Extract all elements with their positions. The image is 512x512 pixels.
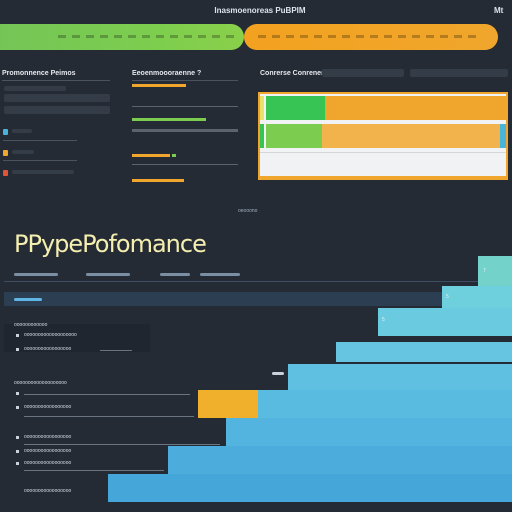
comparison-table	[258, 92, 508, 180]
progress-row	[172, 154, 176, 157]
legend-chip	[12, 129, 32, 133]
row-label[interactable]: ooooooooooooooooo	[24, 448, 72, 454]
square-orange-icon	[3, 150, 8, 156]
stair-step-orange[interactable]	[198, 390, 258, 418]
green-progress-bar[interactable]	[0, 24, 244, 50]
table-cell-green[interactable]	[266, 96, 325, 120]
mini-field[interactable]	[4, 94, 110, 102]
table-cell-orange[interactable]	[322, 124, 500, 148]
divider	[132, 164, 238, 165]
row-marker	[16, 334, 19, 337]
table-divider	[260, 152, 506, 153]
table-marker	[260, 96, 264, 120]
step-label: 5	[446, 294, 449, 300]
dash	[160, 273, 190, 276]
stair-step-9[interactable]	[108, 474, 512, 502]
orange-bar-ticks	[258, 35, 478, 38]
row-line	[24, 394, 190, 395]
stair-step-1[interactable]	[478, 256, 512, 286]
row-line	[24, 416, 194, 417]
progress-row	[132, 129, 238, 132]
row-label[interactable]: ooooooooooooooooo	[24, 488, 72, 494]
header-cell	[322, 69, 404, 77]
header-cell	[410, 69, 508, 77]
row-line	[24, 444, 220, 445]
stair-step-6[interactable]	[258, 390, 512, 418]
app-title: Inasmoenoreas PuBPIM	[214, 6, 306, 15]
row-label[interactable]: ooooooooooooooooo	[24, 460, 72, 466]
table-cell-blue[interactable]	[500, 124, 506, 148]
mini-field[interactable]	[4, 106, 110, 114]
row-label[interactable]: oooooooooooo	[14, 322, 48, 328]
step-label: 5	[382, 317, 385, 323]
stair-step-4[interactable]	[336, 342, 512, 362]
row-label[interactable]: ooooooooooooooooo	[24, 346, 72, 352]
dash	[86, 273, 130, 276]
header-right-label[interactable]: Mt	[494, 6, 504, 15]
orange-progress-bar[interactable]	[244, 24, 498, 50]
stair-step-2[interactable]	[442, 286, 512, 308]
table-cell-orange[interactable]	[325, 96, 506, 120]
row-label[interactable]: ooooooooooooooooo	[24, 434, 72, 440]
progress-row	[132, 118, 206, 121]
row-line	[100, 350, 132, 351]
step-label: 7	[483, 268, 486, 274]
row-label[interactable]: ooooooooooooooooo	[24, 404, 72, 410]
divider	[132, 80, 238, 81]
row-marker	[16, 392, 19, 395]
dash	[14, 298, 42, 301]
band-row	[4, 324, 150, 352]
stair-step-7[interactable]	[226, 418, 512, 446]
section-caption: oeooono	[238, 208, 258, 214]
square-red-icon	[3, 170, 8, 176]
stair-step-8[interactable]	[168, 446, 512, 474]
row-label[interactable]: ooooooooooooooooooo	[24, 332, 77, 338]
divider	[3, 140, 77, 141]
dash	[14, 273, 58, 276]
row-label[interactable]: ooooooooooooooooooo	[14, 380, 67, 386]
dash	[272, 372, 284, 375]
progress-row	[132, 84, 186, 87]
row-marker	[16, 406, 19, 409]
panel-title-middle: Eeoenmoooraenne ?	[132, 70, 202, 77]
legend-chip	[12, 170, 74, 174]
stair-step-3[interactable]	[378, 308, 512, 336]
dash	[200, 273, 240, 276]
row-marker	[16, 450, 19, 453]
band-row	[4, 292, 444, 306]
mini-field[interactable]	[4, 86, 66, 91]
progress-row	[132, 154, 170, 157]
row-line	[24, 470, 164, 471]
table-marker	[260, 124, 264, 148]
divider	[132, 106, 238, 107]
progress-row	[132, 179, 184, 182]
green-bar-ticks	[58, 35, 238, 38]
divider	[2, 80, 110, 81]
row-marker	[16, 462, 19, 465]
panel-title-right: Conrerse Conrenens	[260, 70, 330, 77]
table-cell-green[interactable]	[266, 124, 322, 148]
row-marker	[16, 436, 19, 439]
row-marker	[16, 348, 19, 351]
page-title: PPypePofomance	[14, 230, 207, 258]
table-divider	[260, 176, 506, 178]
stair-step-5[interactable]	[288, 364, 512, 390]
square-blue-icon	[3, 129, 8, 135]
divider	[3, 160, 77, 161]
legend-chip	[12, 150, 34, 154]
panel-title-left: Promonnence Peimos	[2, 70, 76, 77]
divider	[4, 281, 480, 282]
